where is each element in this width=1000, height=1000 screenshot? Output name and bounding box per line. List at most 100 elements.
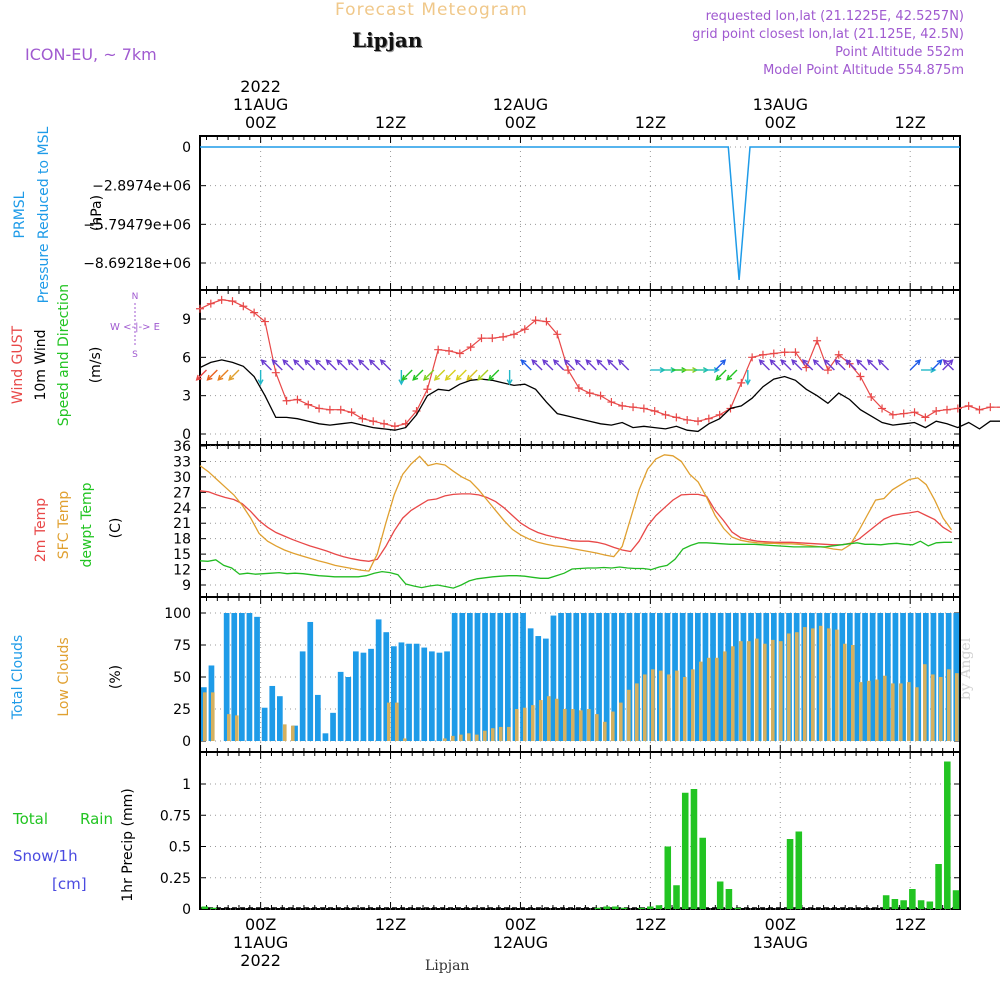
- rain-bar: [603, 906, 610, 909]
- low-clouds-bar: [771, 639, 775, 741]
- top-time-label: 00Z: [505, 113, 536, 132]
- low-clouds-bar: [859, 682, 863, 741]
- low-clouds-bar: [203, 692, 207, 741]
- y-tick-label: 9: [182, 312, 191, 328]
- low-clouds-bar: [499, 726, 503, 741]
- rain-bar: [891, 899, 899, 909]
- temp-sfc-ylabel-0: SFC Temp: [56, 491, 72, 560]
- total-clouds-bar: [482, 613, 488, 741]
- wind-direction-arrow: [379, 359, 392, 371]
- total-clouds-bar: [368, 648, 374, 741]
- y-tick-label: 50: [173, 670, 191, 686]
- low-clouds-bar: [603, 721, 607, 741]
- arrow-head: [617, 359, 624, 366]
- wind-direction-arrow: [412, 369, 424, 381]
- wind-direction-arrow: [574, 359, 586, 371]
- total-clouds-bar: [353, 651, 359, 741]
- gust-marker: [325, 405, 334, 414]
- arrow-shaft: [553, 359, 565, 371]
- gust-marker: [639, 404, 648, 413]
- arrow-head: [336, 359, 343, 366]
- total-clouds-bar: [907, 613, 914, 741]
- wind-direction-arrow: [769, 359, 781, 371]
- arrow-head: [217, 374, 224, 381]
- location-title: Lipjan: [352, 28, 423, 52]
- gust-marker: [650, 407, 659, 415]
- gust-marker: [629, 403, 638, 412]
- rain-bar: [786, 839, 794, 909]
- low-clouds-bar: [491, 728, 495, 741]
- wind-10m-ylabel-0: 10m Wind: [33, 329, 49, 400]
- wind-direction-arrow: [758, 359, 770, 371]
- arrow-shaft: [304, 359, 316, 371]
- low-clouds-bar: [715, 657, 719, 741]
- total-clouds-bar: [725, 613, 732, 741]
- arrow-head: [412, 374, 419, 381]
- gust-marker: [434, 345, 443, 354]
- gust-marker: [878, 404, 887, 413]
- arrow-head: [823, 359, 830, 366]
- arrow-shaft: [196, 369, 207, 381]
- arrow-head: [542, 359, 549, 366]
- arrow-shaft: [488, 369, 500, 381]
- low-clouds-bar: [531, 705, 535, 741]
- top-time-label: 2022: [240, 77, 281, 96]
- arrow-head: [720, 359, 727, 366]
- arrow-head: [574, 359, 581, 366]
- low-clouds-bar: [283, 724, 287, 741]
- low-clouds-bar: [635, 683, 639, 741]
- arrow-head: [325, 359, 332, 366]
- total-clouds-bar: [611, 613, 618, 741]
- arrow-head: [368, 359, 375, 366]
- total-clouds-bar: [520, 613, 526, 741]
- y-tick-label: 75: [173, 638, 191, 654]
- y-tick-label: 25: [173, 702, 191, 718]
- wind-direction-arrow: [780, 359, 792, 371]
- wind-direction-arrow: [607, 359, 619, 371]
- rain-bar: [935, 864, 942, 909]
- arrow-head: [401, 374, 408, 381]
- y-tick-label: 30: [173, 470, 191, 486]
- panel-frame-1: [199, 289, 961, 446]
- gust-marker: [888, 410, 897, 419]
- total-clouds-bar: [292, 725, 298, 741]
- wind-direction-arrow: [195, 369, 207, 381]
- y-tick-label: 33: [173, 454, 191, 470]
- y-tick-label: 0.5: [169, 840, 191, 856]
- clouds-unit-ylabel-0: (%): [108, 665, 124, 689]
- total-clouds-bar: [702, 613, 709, 741]
- arrow-shaft: [293, 359, 305, 371]
- low-clouds-bar: [931, 674, 935, 741]
- top-time-label: 12Z: [375, 113, 406, 132]
- bottom-time-label: 11AUG: [233, 933, 288, 952]
- bottom-time-label: 12Z: [375, 915, 406, 934]
- rain-bar: [716, 881, 724, 909]
- low-clouds-bar: [555, 698, 559, 741]
- arrow-head: [228, 374, 235, 381]
- wind-direction-arrow: [358, 359, 370, 371]
- rain-bar: [900, 900, 907, 909]
- low-clouds-bar: [667, 674, 671, 741]
- top-time-label: 13AUG: [753, 95, 808, 114]
- arrow-head: [936, 359, 943, 366]
- total-clouds-bar: [679, 613, 686, 741]
- total-clouds-bar: [345, 677, 352, 741]
- low-clouds-bar: [595, 714, 599, 741]
- total-clouds-bar: [391, 646, 397, 741]
- wind-direction-arrow: [715, 369, 727, 381]
- rain-bar: [734, 907, 741, 909]
- low-clouds-bar: [619, 702, 623, 741]
- low-clouds-bar: [947, 669, 951, 741]
- rain-bar: [594, 907, 602, 909]
- arrow-shaft: [878, 359, 890, 371]
- rain-bar: [909, 889, 916, 909]
- rain-bar: [647, 906, 654, 909]
- low-clouds-bar: [851, 645, 855, 741]
- wind-direction-arrow: [531, 359, 543, 371]
- gust-marker: [585, 389, 594, 398]
- arrow-shaft: [715, 369, 727, 381]
- arrow-head: [758, 359, 765, 366]
- rain-bar: [926, 901, 934, 909]
- top-time-label: 12Z: [635, 113, 666, 132]
- arrow-head: [506, 379, 513, 386]
